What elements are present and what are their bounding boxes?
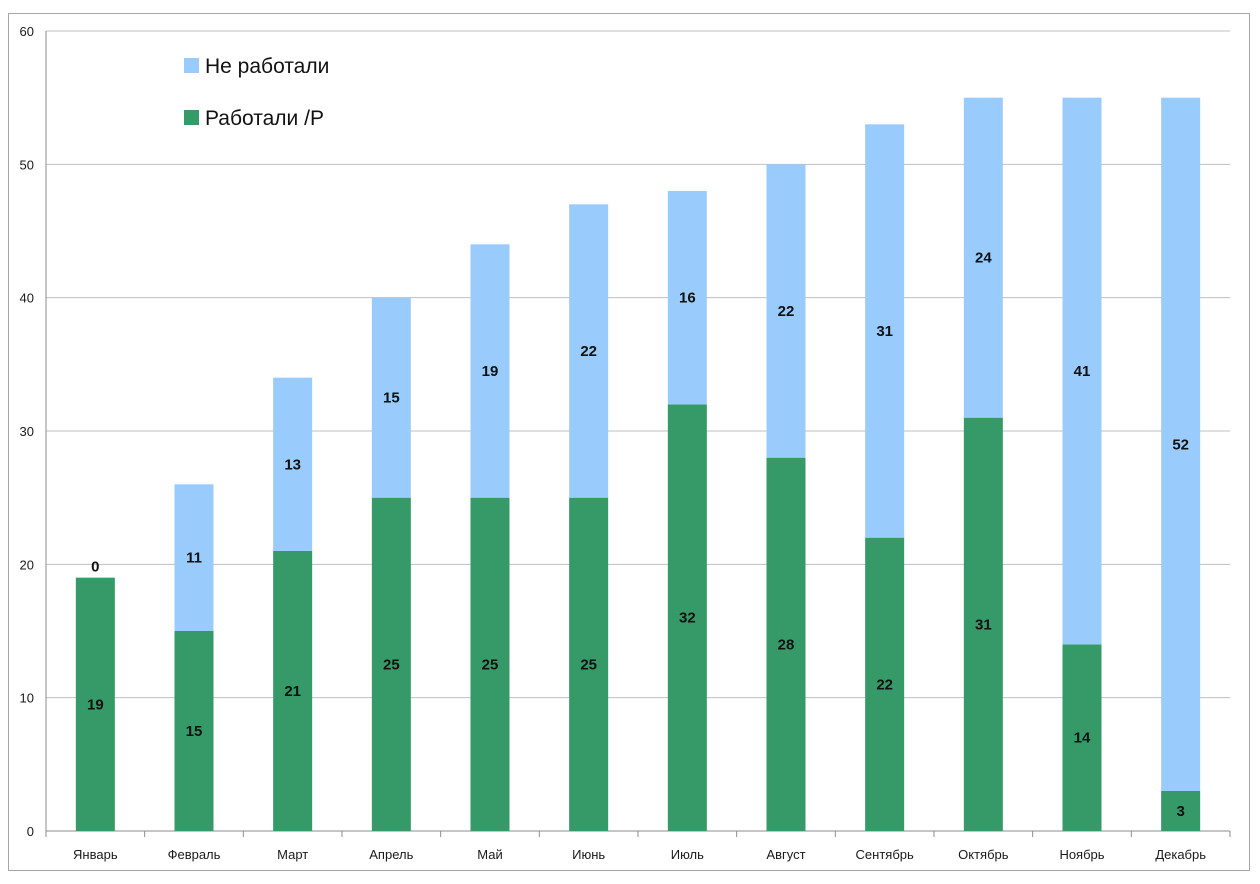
bar-not-worked	[1062, 97, 1102, 645]
legend-swatch-not-worked	[184, 58, 199, 73]
bar-not-worked	[667, 191, 707, 405]
bar-worked	[75, 577, 115, 831]
data-label: 31	[975, 616, 992, 633]
y-tick-label: 50	[20, 157, 34, 172]
data-label: 28	[778, 636, 795, 653]
data-label: 25	[383, 656, 400, 673]
data-label: 11	[186, 550, 202, 567]
bars	[75, 97, 1201, 831]
data-label: 15	[383, 390, 400, 407]
x-tick-label: Август	[766, 847, 805, 862]
data-label: 13	[284, 456, 301, 473]
bar-not-worked	[371, 297, 411, 498]
bar-not-worked	[963, 97, 1003, 418]
bar-worked	[273, 551, 313, 831]
y-tick-label: 30	[20, 424, 34, 439]
data-label: 25	[580, 656, 597, 673]
data-label: 32	[679, 610, 696, 627]
bar-not-worked	[470, 244, 510, 498]
legend: Не работали Работали /Р	[184, 55, 329, 130]
x-tick-label: Декабрь	[1155, 847, 1206, 862]
bar-worked	[766, 457, 806, 831]
legend-swatch-worked	[184, 110, 199, 125]
x-tick-label: Июнь	[572, 847, 605, 862]
data-label: 52	[1172, 436, 1189, 453]
y-tick-label: 10	[20, 691, 34, 706]
data-label: 21	[284, 683, 301, 700]
bar-worked	[1062, 644, 1102, 831]
data-label: 31	[876, 323, 893, 340]
bar-worked	[569, 497, 609, 831]
data-label: 41	[1074, 363, 1091, 380]
y-tick-label: 0	[27, 824, 34, 839]
x-tick-label: Сентябрь	[856, 847, 914, 862]
x-tick-label: Октябрь	[958, 847, 1009, 862]
y-tick-label: 20	[20, 557, 34, 572]
bar-not-worked	[865, 124, 905, 538]
bar-not-worked	[174, 484, 214, 631]
data-label: 15	[186, 723, 203, 740]
data-label: 19	[482, 363, 499, 380]
data-label: 25	[482, 656, 499, 673]
x-tick-label: Ноябрь	[1059, 847, 1104, 862]
data-label: 16	[679, 290, 696, 307]
data-label: 22	[580, 343, 597, 360]
x-tick-label: Январь	[73, 847, 118, 862]
bar-worked	[667, 404, 707, 831]
bar-not-worked	[766, 164, 806, 458]
data-label: 19	[87, 696, 104, 713]
chart-frame	[8, 13, 1250, 871]
data-label: 22	[778, 303, 795, 320]
bar-worked	[1161, 791, 1201, 831]
bar-worked	[174, 631, 214, 831]
data-label: 14	[1074, 730, 1091, 747]
x-tick-label: Апрель	[369, 847, 413, 862]
bar-not-worked	[273, 377, 313, 551]
bar-not-worked	[1161, 97, 1201, 791]
x-tick-label: Май	[477, 847, 502, 862]
bar-not-worked	[569, 204, 609, 498]
bar-worked	[865, 537, 905, 831]
x-tick-label: Июль	[671, 847, 704, 862]
legend-label-not-worked: Не работали	[205, 55, 329, 78]
legend-label-worked: Работали /Р	[205, 107, 324, 130]
bar-worked	[371, 497, 411, 831]
bar-worked	[963, 417, 1003, 831]
x-tick-label: Февраль	[168, 847, 221, 862]
x-tick-label: Март	[277, 847, 308, 862]
data-labels: 19 0 15 11 21 13 25 15 25 19 25 22 32 16 28 22 22 31 31 24 1…	[87, 250, 1189, 820]
y-tick-label: 40	[20, 291, 34, 306]
data-label: 24	[975, 250, 992, 267]
bar-worked	[470, 497, 510, 831]
gridlines	[46, 30, 1230, 699]
data-label: 0	[91, 559, 99, 576]
data-label: 22	[876, 676, 893, 693]
data-label: 3	[1176, 803, 1184, 820]
y-tick-label: 60	[20, 24, 34, 39]
